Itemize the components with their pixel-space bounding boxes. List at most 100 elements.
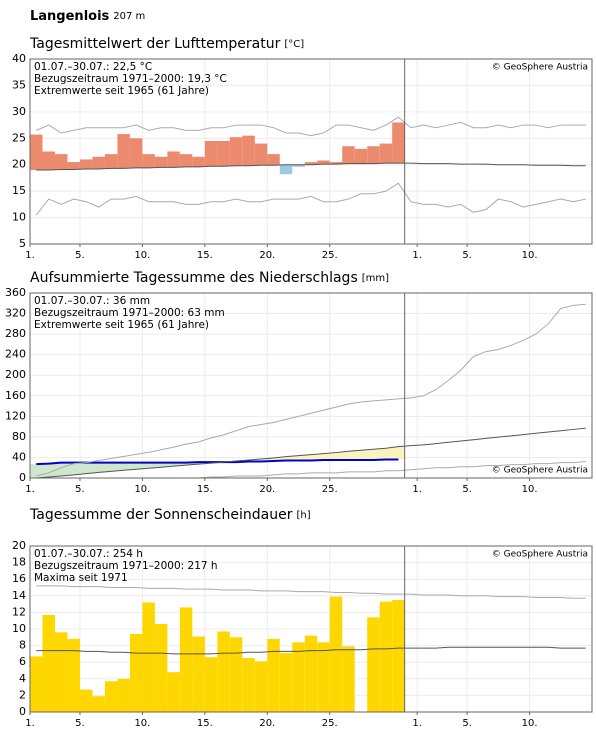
precipitation-line — [36, 458, 399, 466]
title-text: Tagessumme der Sonnenscheindauer — [29, 507, 293, 523]
x-tick-label: 1. — [412, 250, 422, 261]
unit: [h] — [296, 510, 310, 521]
bar — [367, 617, 380, 712]
bar — [30, 134, 43, 170]
difference-area — [54, 462, 68, 476]
bar — [42, 614, 55, 712]
difference-area — [192, 462, 205, 465]
bar — [167, 151, 180, 168]
x-tick-label: 1. — [412, 484, 422, 495]
info-text: Bezugszeitraum 1971–2000: 19,3 °C — [34, 73, 227, 85]
y-tick-label: 20 — [12, 158, 26, 171]
bar — [254, 143, 268, 166]
plot-frame — [29, 292, 593, 479]
bar — [242, 658, 255, 712]
bar — [167, 672, 180, 712]
copyright: © GeoSphere Austria — [492, 550, 588, 560]
difference-area — [367, 449, 380, 461]
chart-title: Tagessumme der Sonnenscheindauer [h] — [29, 507, 311, 523]
x-tick-label: 5. — [75, 718, 85, 729]
bar — [117, 678, 130, 712]
info-text: Bezugszeitraum 1971–2000: 63 mm — [34, 307, 225, 319]
y-tick-label: 40 — [12, 52, 26, 65]
x-tick-label: 1. — [25, 718, 35, 729]
difference-area — [317, 453, 330, 461]
difference-area — [92, 462, 105, 473]
y-tick-label: 6 — [19, 655, 26, 668]
x-tick-label: 25. — [322, 718, 338, 729]
bar — [204, 657, 218, 712]
bar — [392, 599, 405, 712]
bar — [30, 656, 43, 712]
bar — [54, 632, 68, 712]
difference-area — [42, 463, 55, 477]
y-tick-label: 80 — [12, 430, 26, 443]
bar — [242, 135, 255, 166]
x-tick-label: 25. — [322, 250, 338, 261]
difference-area — [179, 462, 193, 466]
x-tick-label: 20. — [259, 250, 275, 261]
bar — [292, 642, 305, 712]
info-text: 01.07.–30.07.: 22,5 °C — [34, 61, 152, 73]
upper-line — [36, 303, 586, 477]
y-tick-label: 18 — [12, 556, 26, 569]
info-text: 01.07.–30.07.: 254 h — [34, 548, 143, 560]
difference-area — [30, 464, 43, 478]
y-tick-label: 2 — [19, 688, 26, 701]
bar — [104, 154, 118, 169]
bar — [79, 159, 93, 169]
difference-area — [117, 462, 130, 471]
difference-area — [329, 452, 343, 461]
y-tick-label: 25 — [12, 131, 26, 144]
reference-line — [36, 427, 586, 479]
difference-area — [379, 448, 393, 460]
y-tick-label: 320 — [5, 307, 26, 320]
x-tick-label: 10. — [522, 718, 538, 729]
bar — [142, 154, 155, 168]
y-tick-label: 200 — [5, 368, 26, 381]
header: Langenlois 207 m — [30, 9, 145, 24]
reference-line — [36, 162, 586, 171]
difference-area — [292, 455, 305, 461]
x-tick-label: 5. — [462, 250, 472, 261]
bar — [367, 146, 380, 164]
bar — [179, 154, 193, 167]
x-tick-label: 25. — [322, 484, 338, 495]
y-tick-label: 120 — [5, 409, 26, 422]
y-tick-label: 5 — [19, 237, 26, 250]
bar — [79, 689, 93, 712]
title-text: Tagesmittelwert der Lufttemperatur — [29, 36, 281, 52]
info-text: Extremwerte seit 1965 (61 Jahre) — [34, 85, 209, 97]
difference-area — [267, 457, 280, 462]
bar — [379, 601, 393, 712]
copyright: © GeoSphere Austria — [492, 466, 588, 476]
x-tick-label: 15. — [197, 484, 213, 495]
difference-area — [342, 451, 355, 461]
info-text: Maxima seit 1971 — [34, 572, 128, 584]
bar — [317, 160, 330, 165]
bar — [304, 162, 318, 165]
difference-area — [354, 450, 368, 461]
bar — [267, 638, 280, 712]
bar — [67, 638, 80, 712]
bar — [92, 696, 105, 712]
x-tick-label: 5. — [75, 484, 85, 495]
bar — [392, 122, 405, 164]
info-text: Bezugszeitraum 1971–2000: 217 h — [34, 560, 218, 572]
bar — [354, 148, 368, 164]
bar — [129, 633, 143, 712]
bar — [217, 140, 230, 167]
y-tick-label: 160 — [5, 389, 26, 402]
info-text: Extremwerte seit 1965 (61 Jahre) — [34, 319, 209, 331]
difference-area — [167, 462, 180, 467]
x-tick-label: 5. — [462, 718, 472, 729]
bar — [279, 653, 293, 712]
x-tick-label: 10. — [134, 718, 150, 729]
y-tick-label: 40 — [12, 450, 26, 463]
bar — [229, 637, 243, 712]
y-tick-label: 8 — [19, 639, 26, 652]
bar — [279, 164, 293, 175]
y-tick-label: 0 — [19, 705, 26, 718]
x-tick-label: 5. — [462, 484, 472, 495]
y-tick-label: 12 — [12, 605, 26, 618]
